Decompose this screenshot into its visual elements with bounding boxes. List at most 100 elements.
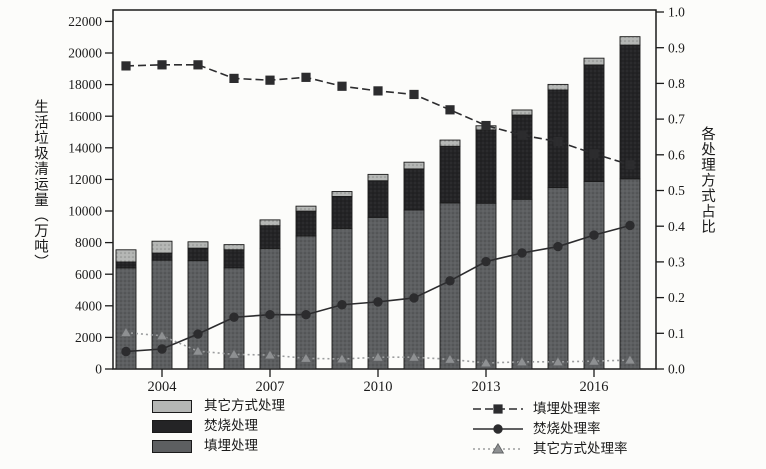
circle-marker	[229, 312, 239, 322]
circle-marker	[301, 310, 311, 320]
square-marker	[229, 73, 239, 84]
square-marker	[409, 89, 419, 100]
bar-segment-其它方式处理	[223, 244, 245, 251]
triangle-marker	[623, 353, 637, 365]
legend-line-sample-其它方式处理率	[473, 442, 523, 454]
legend-label: 焚烧处理率	[533, 421, 601, 436]
x-axis-tick-label: 2004	[148, 379, 178, 395]
legend-swatch-其它方式处理	[152, 399, 192, 413]
bar-segment-其它方式处理	[403, 161, 425, 170]
bar-segment-焚烧处理	[331, 195, 353, 229]
bar-segment-焚烧处理	[367, 180, 389, 218]
square-marker	[121, 61, 131, 71]
left-axis-tick-label: 18000	[68, 77, 102, 92]
bar-segment-焚烧处理	[115, 261, 137, 269]
bar-segment-填埋处理	[439, 202, 461, 370]
triangle-marker	[587, 355, 601, 366]
right-axis-tick-label: 1.0	[668, 5, 685, 20]
triangle-marker	[491, 442, 505, 454]
right-axis-tick-label: 0.6	[668, 147, 685, 162]
left-axis-tick-label: 0	[95, 362, 102, 377]
triangle-marker	[299, 352, 313, 363]
line-legend-item: 焚烧处理率	[472, 422, 628, 436]
square-marker	[589, 149, 599, 159]
triangle-marker	[407, 351, 421, 362]
square-marker	[193, 60, 203, 70]
left-axis-tick-label: 2000	[75, 330, 102, 345]
legend-swatch-填埋处理	[152, 439, 192, 453]
bar-segment-其它方式处理	[439, 139, 461, 147]
square-marker	[445, 105, 455, 115]
right-axis-tick-label: 0.8	[668, 76, 685, 91]
legend-label: 其它方式处理	[204, 398, 285, 413]
triangle-marker	[371, 351, 385, 362]
left-axis-tick-label: 16000	[68, 109, 102, 124]
circle-marker	[589, 230, 599, 240]
bar-segment-其它方式处理	[151, 240, 173, 254]
circle-marker	[481, 256, 491, 267]
bar-segment-其它方式处理	[187, 241, 209, 249]
bar-legend-item: 填埋处理	[152, 439, 285, 453]
legend-label: 填埋处理	[204, 438, 258, 453]
right-axis-tick-label: 0.7	[668, 112, 685, 127]
bar-legend-item: 焚烧处理	[152, 419, 285, 433]
triangle-marker	[443, 353, 457, 364]
right-axis-tick-label: 0.3	[668, 255, 685, 270]
line-legend-item: 其它方式处理率	[472, 442, 628, 456]
triangle-marker	[227, 348, 241, 359]
bar-segment-填埋处理	[511, 198, 533, 370]
bar-segment-填埋处理	[403, 209, 425, 370]
bar-segment-填埋处理	[547, 187, 569, 370]
bar-segment-其它方式处理	[511, 109, 533, 116]
circle-marker	[517, 248, 527, 258]
circle-marker	[193, 329, 203, 339]
bar-segment-填埋处理	[583, 181, 605, 370]
circle-marker	[553, 241, 563, 252]
bar-segment-其它方式处理	[547, 83, 569, 91]
legend-label: 填埋处理率	[533, 401, 601, 416]
left-axis-tick-label: 10000	[68, 204, 102, 219]
circle-marker	[157, 344, 167, 354]
bar-legend-item: 其它方式处理	[152, 399, 285, 413]
bar-segment-焚烧处理	[619, 44, 641, 180]
legend-label: 其它方式处理率	[533, 441, 628, 456]
line-legend-item: 填埋处理率	[472, 402, 628, 416]
triangle-marker	[551, 355, 565, 367]
bar-segment-焚烧处理	[295, 210, 317, 237]
bar-segment-其它方式处理	[331, 191, 353, 197]
bar-segment-焚烧处理	[223, 249, 245, 269]
circle-marker	[409, 293, 419, 303]
left-axis-tick-label: 22000	[68, 14, 102, 29]
left-axis-tick-label: 6000	[75, 267, 102, 282]
left-axis-tick-label: 20000	[68, 46, 102, 61]
circle-marker	[445, 276, 455, 286]
bar-segment-焚烧处理	[259, 225, 281, 249]
bar-segment-焚烧处理	[151, 252, 173, 261]
square-marker	[553, 136, 563, 147]
bar-segment-填埋处理	[367, 216, 389, 370]
bar-legend: 其它方式处理 焚烧处理填埋处理	[152, 399, 285, 453]
triangle-marker	[479, 356, 493, 368]
legend-label: 焚烧处理	[204, 418, 258, 433]
triangle-marker	[119, 326, 133, 338]
left-axis-tick-label: 12000	[68, 172, 102, 187]
left-axis-tick-label: 14000	[68, 140, 102, 155]
bar-segment-其它方式处理	[367, 173, 389, 182]
triangle-marker	[155, 329, 169, 341]
bar-segment-填埋处理	[475, 202, 497, 370]
square-marker	[373, 86, 383, 96]
triangle-marker	[515, 355, 529, 367]
bar-segment-填埋处理	[331, 227, 353, 370]
circle-marker	[625, 220, 635, 231]
square-marker	[265, 75, 275, 85]
square-marker	[493, 404, 503, 414]
square-marker	[481, 120, 491, 131]
x-axis-tick-label: 2016	[580, 379, 609, 395]
circle-marker	[337, 300, 347, 310]
bar-segment-其它方式处理	[115, 249, 137, 263]
right-axis-title: 各处理方式占比	[699, 126, 715, 235]
legend-line-sample-填埋处理率	[473, 404, 523, 414]
bar-segment-其它方式处理	[259, 219, 281, 227]
square-marker	[157, 60, 167, 70]
